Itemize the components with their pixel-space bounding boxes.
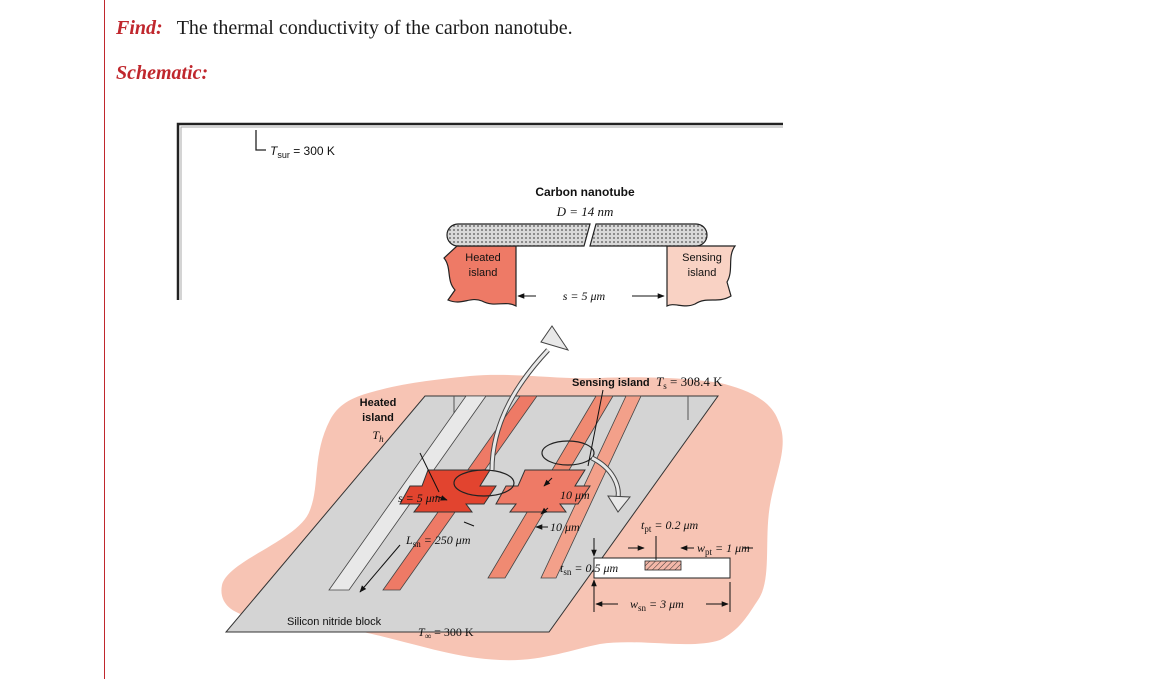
- sensing-island-bottom: [495, 469, 591, 513]
- margin-line: [104, 0, 105, 679]
- nanotube-left: [446, 223, 591, 247]
- sensing-island-top: [666, 245, 737, 308]
- th-label: Th: [372, 428, 384, 444]
- nanotube-right: [589, 223, 708, 247]
- sensing-label-line1: Sensing: [682, 252, 722, 264]
- lsn-label: Lsn = 250 μm: [405, 533, 471, 549]
- wsn-label: wsn = 3 μm: [630, 597, 684, 613]
- inset-circle-2: [541, 440, 595, 466]
- heated-island-top: [443, 245, 517, 308]
- nanotube-diameter: D = 14 nm: [556, 204, 614, 219]
- heated-island-label-1: Heated: [360, 397, 397, 409]
- wpt-label: wpt = 1 μm: [697, 541, 750, 557]
- tsn-label: tsn = 0.5 μm: [560, 561, 618, 577]
- tinf-label: T∞ = 300 K: [418, 625, 474, 641]
- sensing-label-line2: island: [688, 267, 717, 279]
- inset-circle-1: [453, 469, 515, 497]
- beam-4: [540, 395, 642, 579]
- find-label: Find:: [116, 17, 163, 39]
- s5-label: s = 5 μm: [398, 491, 441, 505]
- t-sur-label: Tsur = 300 K: [270, 144, 335, 160]
- heated-label-line2: island: [469, 267, 498, 279]
- dim-10um-2: 10 μm: [550, 520, 580, 534]
- dim-10um-1: 10 μm: [560, 488, 590, 502]
- cross-section-platinum: [644, 560, 682, 571]
- heated-island-bottom: [399, 469, 497, 513]
- heated-island-label-2: island: [362, 412, 394, 424]
- block-label: Silicon nitride block: [287, 616, 382, 628]
- tpt-label: tpt = 0.2 μm: [641, 518, 698, 534]
- find-text: The thermal conductivity of the carbon n…: [176, 17, 573, 39]
- nanotube-title: Carbon nanotube: [535, 185, 635, 199]
- enclosure: [176, 122, 783, 300]
- find-line: Find: The thermal conductivity of the car…: [116, 17, 573, 40]
- heated-label-line1: Heated: [465, 252, 500, 264]
- ts-label: Ts = 308.4 K: [656, 374, 723, 391]
- schematic-label: Schematic:: [116, 62, 209, 84]
- sensing-island-label: Sensing island: [572, 377, 650, 389]
- gap-label: s = 5 μm: [563, 289, 606, 303]
